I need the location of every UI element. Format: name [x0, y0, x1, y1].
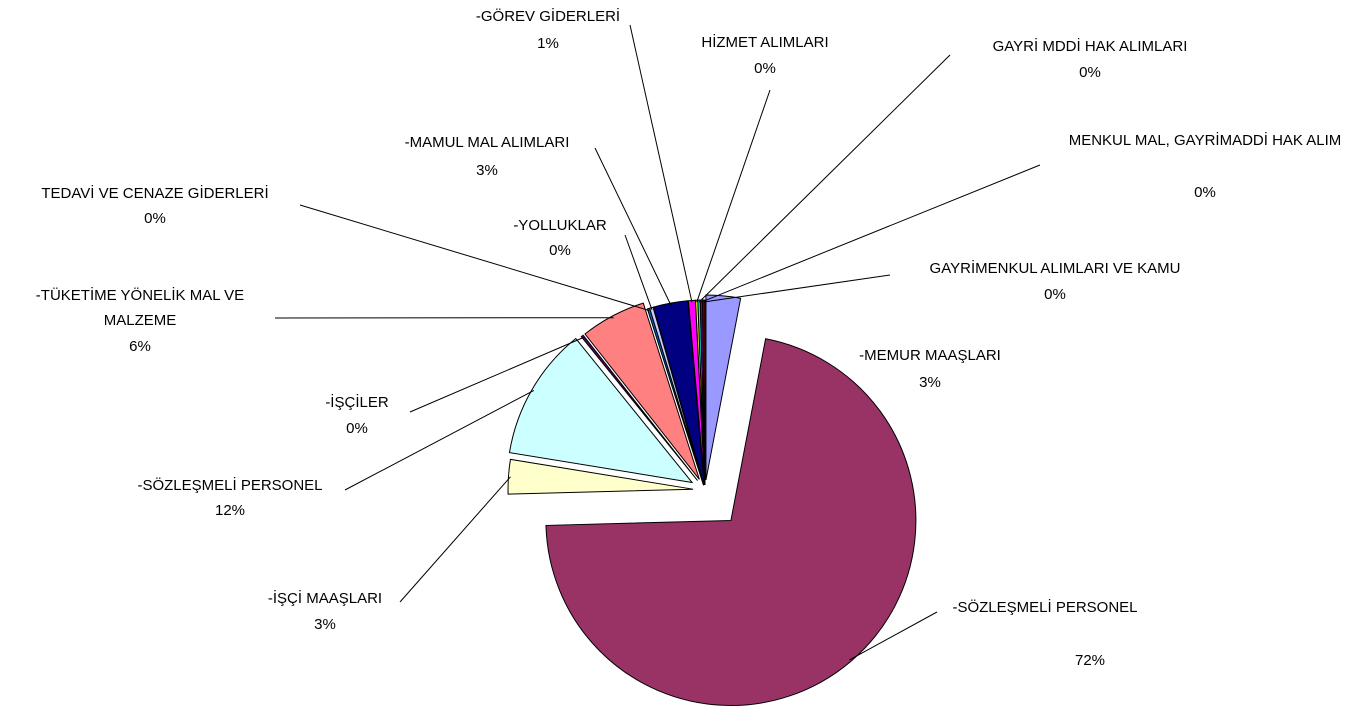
leader-line [703, 274, 891, 303]
slice-percent: 12% [214, 502, 246, 519]
leader-line [629, 24, 693, 303]
leader-line [409, 337, 584, 413]
slice-percent: 0% [1044, 286, 1066, 303]
slice-percent: 0% [549, 242, 571, 259]
pie-slice [545, 338, 917, 706]
slice-label: -SÖZLEŞMELİ PERSONEL [952, 599, 1138, 616]
pie-slice [584, 302, 700, 480]
pie-slice [705, 294, 742, 481]
slice-percent: 3% [919, 374, 941, 391]
slice-label: -SÖZLEŞMELİ PERSONEL [137, 477, 323, 494]
slice-percent: 6% [129, 338, 151, 355]
slice-label: MENKUL MAL, GAYRİMADDİ HAK ALIM [1068, 132, 1342, 149]
leader-line [624, 234, 653, 310]
leader-line [299, 204, 650, 311]
slice-percent: 0% [1079, 64, 1101, 81]
leader-line [344, 390, 535, 491]
slice-percent: 0% [346, 420, 368, 437]
leader-line [701, 164, 1041, 303]
slice-percent: 3% [314, 616, 336, 633]
slice-percent: 0% [1194, 184, 1216, 201]
leader-line [399, 476, 511, 603]
leader-line [696, 89, 771, 303]
leader-line [594, 147, 672, 306]
slice-label: -MEMUR MAAŞLARI [859, 347, 1001, 364]
slice-label: -YOLLUKLAR [513, 217, 607, 234]
slice-label: HİZMET ALIMLARI [701, 34, 829, 51]
slice-percent: 3% [476, 162, 498, 179]
slice-percent: 0% [754, 60, 776, 77]
slice-label: -GÖREV GİDERLERİ [475, 8, 621, 25]
slice-percent: 72% [1074, 652, 1106, 669]
slice-label: -TÜKETİME YÖNELİK MAL VE MALZEME [35, 287, 245, 329]
slice-label: -MAMUL MAL ALIMLARI [404, 134, 570, 151]
leader-line [698, 54, 951, 303]
slice-label: GAYRİMENKUL ALIMLARI VE KAMU [929, 260, 1181, 277]
slice-percent: 0% [144, 210, 166, 227]
slice-label: -İŞÇİ MAAŞLARI [267, 590, 383, 607]
slice-label: TEDAVİ VE CENAZE GİDERLERİ [41, 185, 269, 202]
pie-slice [580, 334, 698, 481]
slice-label: -İŞÇİLER [325, 394, 389, 411]
leader-line [849, 611, 938, 661]
pie-slice [507, 458, 694, 495]
slice-label: GAYRİ MDDİ HAK ALIMLARI [992, 38, 1188, 55]
pie-slice [652, 300, 705, 486]
pie-slice [702, 299, 706, 486]
slice-percent: 1% [537, 35, 559, 52]
